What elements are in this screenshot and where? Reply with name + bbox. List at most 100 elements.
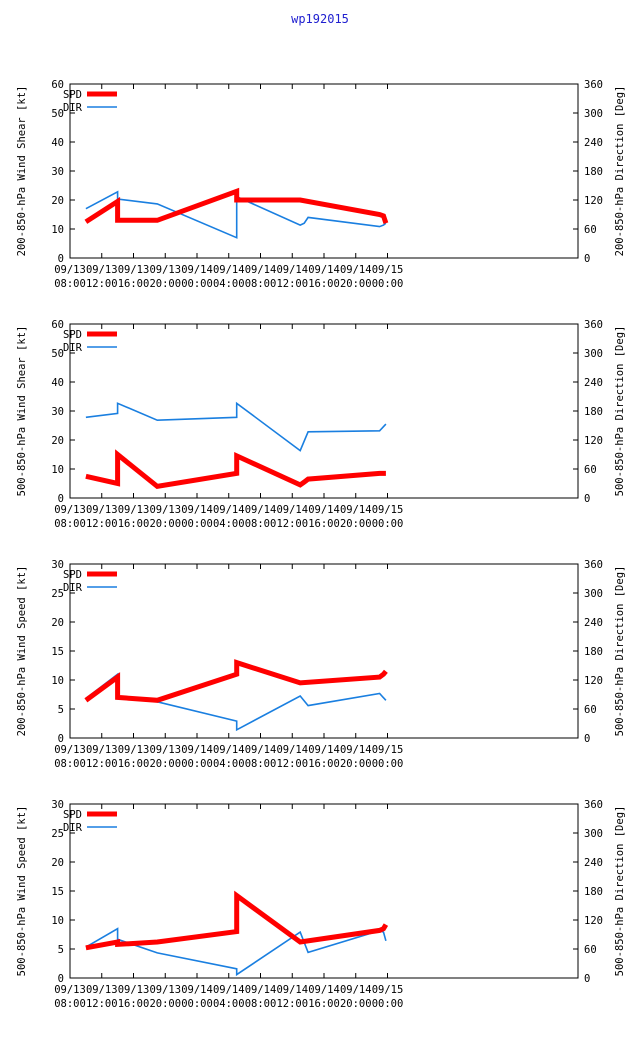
series-line-spd bbox=[85, 449, 386, 490]
x-tick-label-date: 09/14 bbox=[245, 504, 277, 516]
right-tick-label: 0 bbox=[584, 253, 590, 265]
x-tick-label-date: 09/13 bbox=[86, 744, 118, 756]
right-tick-label: 0 bbox=[584, 733, 590, 745]
x-tick-label-time: 04:00 bbox=[213, 758, 245, 770]
x-tick-label-time: 04:00 bbox=[213, 278, 245, 290]
x-tick-label-time: 20:00 bbox=[340, 998, 372, 1010]
x-tick-label-date: 09/13 bbox=[86, 984, 118, 996]
x-tick-label-time: 20:00 bbox=[149, 278, 181, 290]
x-tick-label-time: 12:00 bbox=[276, 758, 308, 770]
legend-label-dir: DIR bbox=[63, 342, 83, 354]
left-tick-label: 5 bbox=[58, 944, 64, 956]
right-tick-label: 360 bbox=[584, 799, 603, 811]
left-tick-label: 10 bbox=[51, 464, 64, 476]
left-tick-label: 20 bbox=[51, 857, 64, 869]
x-tick-label-date: 09/15 bbox=[372, 504, 404, 516]
x-tick-label-date: 09/13 bbox=[118, 984, 150, 996]
right-tick-label: 240 bbox=[584, 857, 603, 869]
left-tick-label: 15 bbox=[51, 646, 64, 658]
x-tick-label-time: 12:00 bbox=[276, 518, 308, 530]
x-tick-label-date: 09/13 bbox=[118, 744, 150, 756]
right-tick-label: 180 bbox=[584, 646, 603, 658]
x-tick-label-date: 09/14 bbox=[245, 264, 277, 276]
series-line-dir bbox=[85, 401, 387, 452]
x-tick-label-time: 12:00 bbox=[86, 998, 118, 1010]
x-tick-label-time: 16:00 bbox=[308, 998, 340, 1010]
right-tick-label: 300 bbox=[584, 108, 603, 120]
x-tick-label-date: 09/14 bbox=[213, 504, 245, 516]
left-tick-label: 15 bbox=[51, 886, 64, 898]
x-tick-label-time: 20:00 bbox=[149, 518, 181, 530]
x-tick-label-time: 00:00 bbox=[181, 998, 213, 1010]
x-tick-label-time: 00:00 bbox=[372, 998, 404, 1010]
right-tick-label: 180 bbox=[584, 406, 603, 418]
right-tick-label: 360 bbox=[584, 79, 603, 91]
x-tick-label-time: 08:00 bbox=[54, 998, 86, 1010]
x-tick-label-time: 08:00 bbox=[54, 518, 86, 530]
left-tick-label: 60 bbox=[51, 79, 64, 91]
x-tick-label-date: 09/14 bbox=[213, 984, 245, 996]
chart-panel-4: 05101520253006012018024030036009/1308:00… bbox=[16, 799, 626, 1010]
x-tick-label-time: 16:00 bbox=[118, 278, 150, 290]
left-tick-label: 20 bbox=[51, 617, 64, 629]
x-tick-label-time: 08:00 bbox=[54, 758, 86, 770]
x-tick-label-time: 12:00 bbox=[276, 998, 308, 1010]
left-tick-label: 0 bbox=[58, 733, 64, 745]
left-tick-label: 50 bbox=[51, 348, 64, 360]
x-tick-label-date: 09/14 bbox=[181, 504, 213, 516]
left-tick-label: 0 bbox=[58, 493, 64, 505]
x-tick-label-date: 09/13 bbox=[54, 744, 86, 756]
left-tick-label: 40 bbox=[51, 137, 64, 149]
left-tick-label: 50 bbox=[51, 108, 64, 120]
x-tick-label-date: 09/14 bbox=[276, 984, 308, 996]
x-tick-label-date: 09/13 bbox=[54, 984, 86, 996]
left-tick-label: 0 bbox=[58, 253, 64, 265]
left-tick-label: 30 bbox=[51, 559, 64, 571]
left-tick-label: 30 bbox=[51, 406, 64, 418]
x-tick-label-time: 12:00 bbox=[86, 518, 118, 530]
chart-panel-2: 010203040506006012018024030036009/1308:0… bbox=[16, 319, 626, 530]
x-tick-label-time: 20:00 bbox=[149, 998, 181, 1010]
left-tick-label: 30 bbox=[51, 799, 64, 811]
x-tick-label-date: 09/14 bbox=[340, 504, 372, 516]
x-tick-label-time: 04:00 bbox=[213, 518, 245, 530]
right-tick-label: 120 bbox=[584, 915, 603, 927]
series-line-spd bbox=[85, 890, 389, 951]
x-tick-label-time: 20:00 bbox=[340, 278, 372, 290]
plot-frame bbox=[69, 83, 579, 259]
x-tick-label-time: 20:00 bbox=[340, 518, 372, 530]
x-tick-label-date: 09/14 bbox=[276, 744, 308, 756]
x-tick-label-time: 08:00 bbox=[54, 278, 86, 290]
right-tick-label: 300 bbox=[584, 588, 603, 600]
plot-frame bbox=[69, 323, 579, 499]
series-line-dir bbox=[85, 672, 387, 732]
right-tick-label: 0 bbox=[584, 493, 590, 505]
left-tick-label: 60 bbox=[51, 319, 64, 331]
x-tick-label-date: 09/14 bbox=[245, 984, 277, 996]
left-tick-label: 25 bbox=[51, 588, 64, 600]
y-axis-label: 200-850-hPa Wind Shear [kt] bbox=[16, 86, 28, 257]
x-tick-label-date: 09/14 bbox=[245, 744, 277, 756]
right-tick-label: 0 bbox=[584, 973, 590, 985]
x-tick-label-date: 09/13 bbox=[149, 264, 181, 276]
left-tick-label: 20 bbox=[51, 435, 64, 447]
left-tick-label: 0 bbox=[58, 973, 64, 985]
right-tick-label: 120 bbox=[584, 435, 603, 447]
left-tick-label: 25 bbox=[51, 828, 64, 840]
x-tick-label-time: 00:00 bbox=[181, 278, 213, 290]
right-tick-label: 360 bbox=[584, 559, 603, 571]
right-tick-label: 60 bbox=[584, 944, 597, 956]
x-tick-label-date: 09/13 bbox=[86, 504, 118, 516]
x-tick-label-time: 08:00 bbox=[245, 278, 277, 290]
chart-panel-1: 010203040506006012018024030036009/1308:0… bbox=[16, 79, 626, 290]
legend-label-spd: SPD bbox=[63, 569, 82, 581]
x-tick-label-date: 09/15 bbox=[372, 264, 404, 276]
right-tick-label: 180 bbox=[584, 166, 603, 178]
x-tick-label-date: 09/13 bbox=[118, 264, 150, 276]
left-tick-label: 5 bbox=[58, 704, 64, 716]
left-tick-label: 10 bbox=[51, 224, 64, 236]
page-title: wp192015 bbox=[291, 12, 349, 26]
x-tick-label-time: 20:00 bbox=[149, 758, 181, 770]
series-line-spd bbox=[84, 187, 389, 224]
right-tick-label: 60 bbox=[584, 704, 597, 716]
